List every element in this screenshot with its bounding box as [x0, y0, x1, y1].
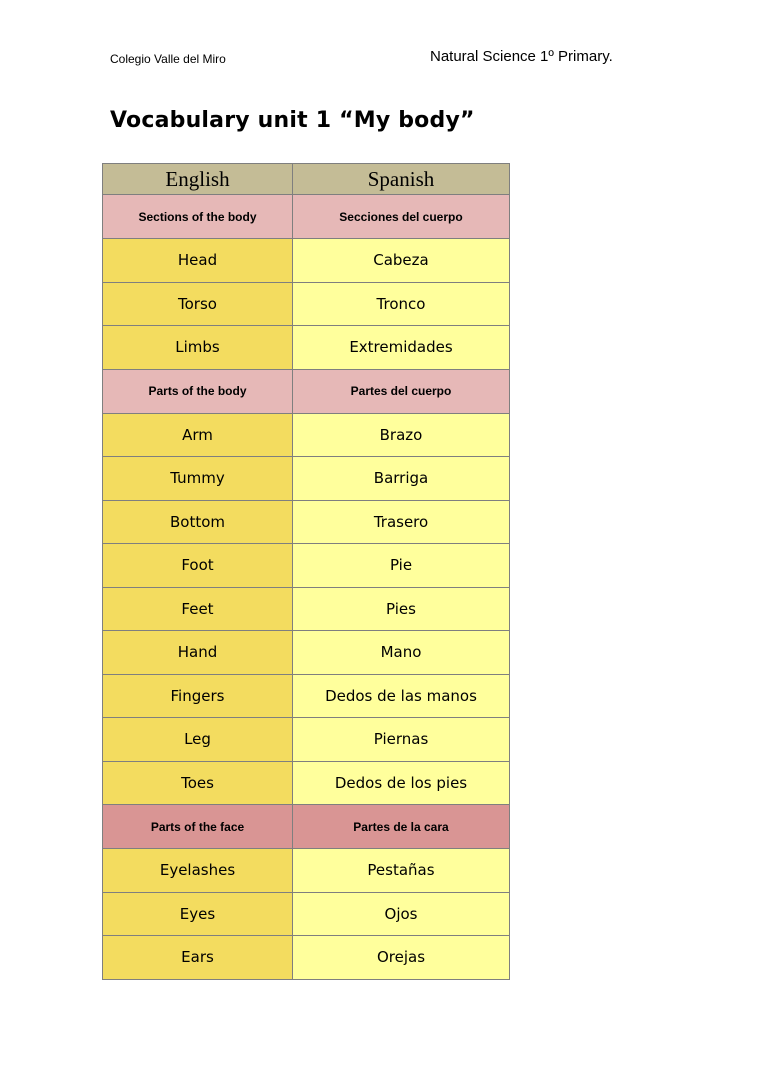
- english-cell: Parts of the body: [102, 368, 293, 414]
- spanish-cell: Dedos de los pies: [292, 760, 510, 805]
- english-cell: Ears: [102, 935, 293, 980]
- spanish-cell: Pestañas: [292, 848, 510, 893]
- english-cell: Feet: [102, 586, 293, 631]
- spanish-cell: Orejas: [292, 935, 510, 980]
- table-row: Feet Pies: [102, 586, 510, 631]
- section-row: Parts of the face Partes de la cara: [102, 804, 510, 849]
- spanish-cell: Brazo: [292, 412, 510, 457]
- english-cell: Fingers: [102, 673, 293, 718]
- vocabulary-table: English Spanish Sections of the body Secc…: [102, 163, 510, 980]
- table-row: Eyes Ojos: [102, 891, 510, 936]
- section-row: Parts of the body Partes del cuerpo: [102, 368, 510, 414]
- spanish-cell: Secciones del cuerpo: [292, 194, 510, 239]
- table-header-row: English Spanish: [102, 163, 510, 195]
- spanish-cell: Pies: [292, 586, 510, 631]
- spanish-cell: Piernas: [292, 717, 510, 762]
- table-row: Foot Pie: [102, 543, 510, 588]
- table-row: Bottom Trasero: [102, 499, 510, 544]
- english-cell: Hand: [102, 630, 293, 675]
- spanish-cell: Cabeza: [292, 238, 510, 283]
- column-header-spanish: Spanish: [292, 163, 510, 195]
- spanish-cell: Pie: [292, 543, 510, 588]
- table-row: Arm Brazo: [102, 412, 510, 457]
- table-row: Fingers Dedos de las manos: [102, 673, 510, 718]
- spanish-cell: Tronco: [292, 281, 510, 326]
- english-cell: Arm: [102, 412, 293, 457]
- spanish-cell: Dedos de las manos: [292, 673, 510, 718]
- table-row: Hand Mano: [102, 630, 510, 675]
- subject-heading: Natural Science 1º Primary.: [430, 48, 613, 65]
- english-cell: Toes: [102, 760, 293, 805]
- table-row: Torso Tronco: [102, 281, 510, 326]
- column-header-english: English: [102, 163, 293, 195]
- english-cell: Foot: [102, 543, 293, 588]
- spanish-cell: Barriga: [292, 456, 510, 501]
- english-cell: Eyes: [102, 891, 293, 936]
- english-cell: Leg: [102, 717, 293, 762]
- page-title: Vocabulary unit 1 “My body”: [110, 108, 475, 133]
- english-cell: Torso: [102, 281, 293, 326]
- table-row: Toes Dedos de los pies: [102, 760, 510, 805]
- spanish-cell: Trasero: [292, 499, 510, 544]
- english-cell: Tummy: [102, 456, 293, 501]
- spanish-cell: Mano: [292, 630, 510, 675]
- section-row: Sections of the body Secciones del cuerpo: [102, 194, 510, 239]
- table-row: Head Cabeza: [102, 238, 510, 283]
- english-cell: Bottom: [102, 499, 293, 544]
- school-name: Colegio Valle del Miro: [110, 52, 226, 66]
- spanish-cell: Partes de la cara: [292, 804, 510, 849]
- table-row: Leg Piernas: [102, 717, 510, 762]
- english-cell: Head: [102, 238, 293, 283]
- spanish-cell: Extremidades: [292, 325, 510, 370]
- english-cell: Parts of the face: [102, 804, 293, 849]
- english-cell: Eyelashes: [102, 848, 293, 893]
- table-row: Tummy Barriga: [102, 456, 510, 501]
- english-cell: Limbs: [102, 325, 293, 370]
- english-cell: Sections of the body: [102, 194, 293, 239]
- table-row: Eyelashes Pestañas: [102, 848, 510, 893]
- spanish-cell: Ojos: [292, 891, 510, 936]
- spanish-cell: Partes del cuerpo: [292, 368, 510, 414]
- table-row: Ears Orejas: [102, 935, 510, 980]
- table-row: Limbs Extremidades: [102, 325, 510, 370]
